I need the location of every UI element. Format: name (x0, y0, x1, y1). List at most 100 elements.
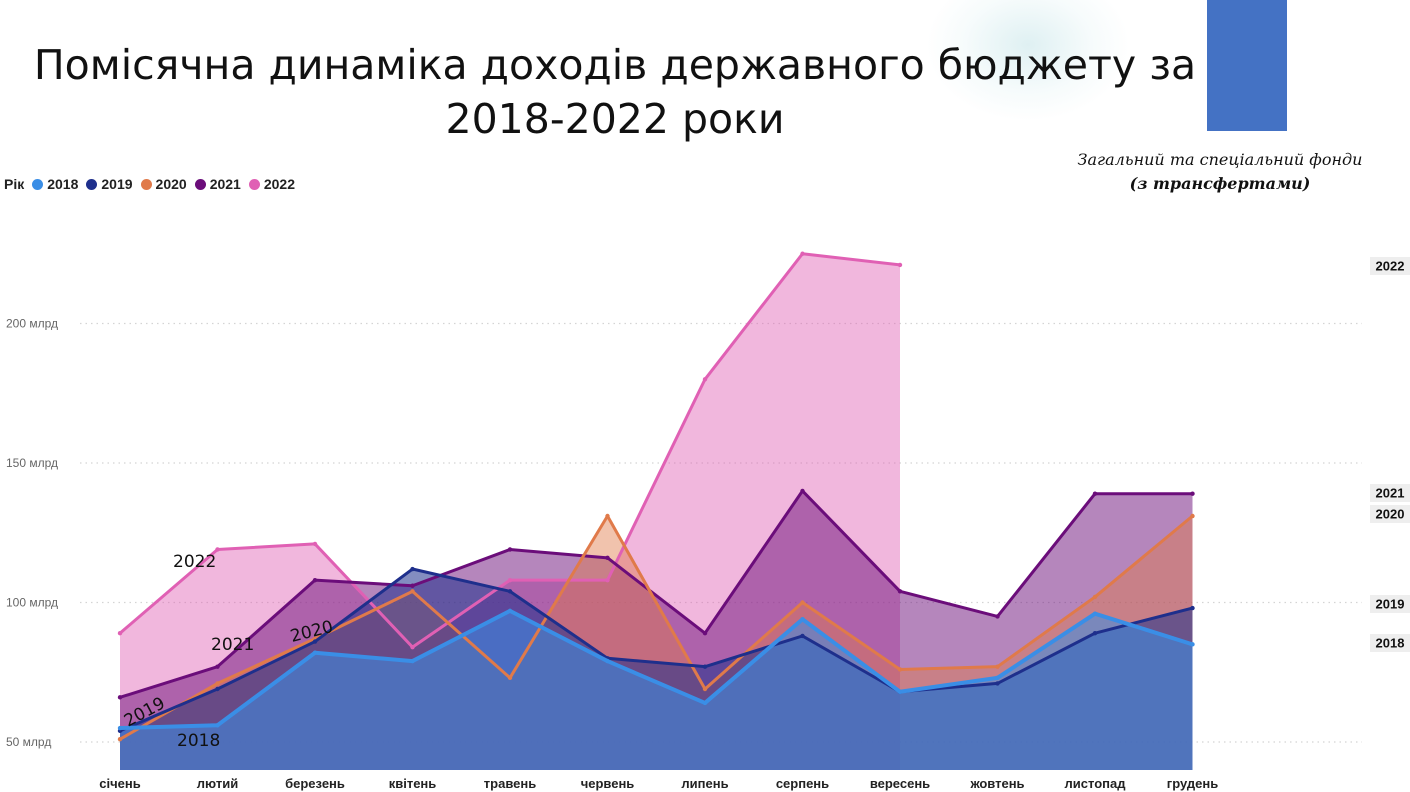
point-2019-грудень[interactable] (1190, 605, 1195, 611)
legend-label-2018: 2018 (47, 176, 79, 192)
point-2020-квітень[interactable] (410, 589, 415, 594)
point-2019-квітень[interactable] (410, 566, 415, 572)
point-2022-липень[interactable] (702, 377, 708, 382)
point-2022-вересень[interactable] (897, 262, 903, 268)
y-tick-label-50: 50 млрд (6, 735, 51, 749)
legend-label-2022: 2022 (263, 176, 296, 192)
y-tick-label-200: 200 млрд (6, 317, 58, 331)
legend-label-2021: 2021 (209, 176, 241, 192)
fund-note-line-1: Загальний та спеціальний фонди (1077, 150, 1363, 169)
x-tick-label-березень: березень (285, 776, 345, 791)
point-2021-травень[interactable] (507, 547, 513, 552)
inline-label-2022: 2022 (173, 552, 216, 572)
point-2019-листопад[interactable] (1092, 630, 1098, 636)
legend-item-2018[interactable]: 2018 (32, 176, 78, 192)
point-2018-квітень[interactable] (410, 658, 415, 664)
point-2018-лютий[interactable] (215, 723, 220, 728)
point-2018-грудень[interactable] (1190, 642, 1195, 647)
end-label-bg-2020 (1370, 505, 1410, 523)
end-label-2022: 2022 (1376, 259, 1405, 274)
point-2021-грудень[interactable] (1190, 491, 1195, 496)
background-glow (928, 0, 1128, 120)
point-2022-січень[interactable] (117, 630, 123, 636)
legend-item-2019[interactable]: 2019 (86, 176, 133, 192)
point-2018-листопад[interactable] (1092, 611, 1098, 616)
point-2018-серпень[interactable] (800, 617, 805, 622)
legend-item-2020[interactable]: 2020 (140, 176, 187, 192)
point-2020-жовтень[interactable] (995, 664, 1000, 669)
point-2020-травень[interactable] (507, 675, 513, 681)
line-2020 (119, 514, 1194, 741)
point-2020-листопад[interactable] (1092, 594, 1098, 600)
point-2021-квітень[interactable] (410, 583, 415, 588)
point-2018-січень[interactable] (117, 725, 123, 731)
point-2020-вересень[interactable] (897, 667, 903, 672)
x-tick-label-серпень: серпень (776, 776, 829, 791)
point-2018-липень[interactable] (702, 700, 708, 706)
point-2020-липень[interactable] (702, 686, 708, 692)
legend-label-2020: 2020 (155, 176, 187, 192)
legend-dot-2018 (32, 178, 44, 190)
inline-label-2021: 2021 (211, 635, 254, 655)
point-2019-лютий[interactable] (215, 686, 220, 692)
point-2019-березень[interactable] (312, 639, 318, 644)
end-label-bg-2022 (1370, 257, 1410, 275)
point-2018-березень[interactable] (312, 650, 318, 655)
point-2021-листопад[interactable] (1092, 491, 1098, 496)
point-2018-вересень[interactable] (897, 689, 903, 694)
point-2020-лютий[interactable] (215, 681, 220, 686)
legend-dot-2020 (140, 178, 152, 190)
page-title: Помісячна динаміка доходів державного бю… (0, 38, 1230, 146)
point-2022-березень[interactable] (312, 541, 318, 547)
point-2018-червень[interactable] (605, 658, 610, 664)
point-2022-травень[interactable] (507, 577, 513, 583)
y-tick-label-150: 150 млрд (6, 456, 58, 470)
x-tick-label-грудень: грудень (1167, 776, 1218, 791)
point-2018-жовтень[interactable] (995, 675, 1000, 681)
x-tick-label-квітень: квітень (389, 776, 437, 791)
end-label-2018: 2018 (1376, 636, 1405, 651)
point-2022-квітень[interactable] (410, 644, 415, 650)
end-label-2021: 2021 (1376, 486, 1405, 501)
legend-label-2019: 2019 (101, 176, 133, 192)
x-tick-label-січень: січень (99, 776, 140, 791)
line-2018 (119, 608, 1194, 731)
inline-label-2018: 2018 (177, 731, 220, 751)
end-label-bg-2021 (1370, 484, 1410, 502)
point-2021-серпень[interactable] (800, 488, 805, 494)
point-2019-серпень[interactable] (800, 633, 805, 639)
point-2020-червень[interactable] (605, 513, 610, 519)
end-label-bg-2019 (1370, 595, 1410, 613)
title-line-1: Помісячна динаміка доходів державного бю… (33, 41, 1197, 89)
point-2020-грудень[interactable] (1190, 513, 1195, 519)
legend-item-2022[interactable]: 2022 (248, 176, 296, 192)
point-2021-січень[interactable] (117, 695, 123, 700)
legend-dot-2019 (86, 178, 98, 190)
point-2020-серпень[interactable] (800, 600, 805, 605)
point-2021-березень[interactable] (312, 577, 318, 583)
point-2021-жовтень[interactable] (995, 614, 1000, 619)
point-2022-червень[interactable] (605, 577, 610, 583)
legend-dot-2022 (248, 178, 260, 190)
x-tick-label-жовтень: жовтень (969, 776, 1024, 791)
point-2022-лютий[interactable] (215, 547, 220, 552)
point-2021-червень[interactable] (605, 555, 610, 561)
legend-item-2021[interactable]: 2021 (194, 176, 241, 192)
point-2018-травень[interactable] (507, 608, 513, 614)
point-2019-липень[interactable] (702, 664, 708, 669)
area-layer (120, 253, 1193, 770)
x-tick-label-лютий: лютий (197, 776, 238, 791)
point-2019-жовтень[interactable] (995, 681, 1000, 686)
point-2021-вересень[interactable] (897, 589, 903, 594)
fund-note-line-2: (з трансфертами) (1129, 174, 1311, 193)
point-2021-липень[interactable] (702, 630, 708, 636)
x-tick-label-червень: червень (581, 776, 635, 791)
x-tick-label-листопад: листопад (1065, 776, 1127, 791)
point-2021-лютий[interactable] (215, 664, 220, 669)
point-2022-серпень[interactable] (800, 251, 805, 256)
point-2019-травень[interactable] (507, 589, 513, 594)
end-label-2019: 2019 (1376, 597, 1405, 612)
title-line-2: 2018-2022 роки (445, 95, 785, 143)
y-tick-label-100: 100 млрд (6, 596, 58, 610)
point-2020-січень[interactable] (117, 737, 123, 742)
